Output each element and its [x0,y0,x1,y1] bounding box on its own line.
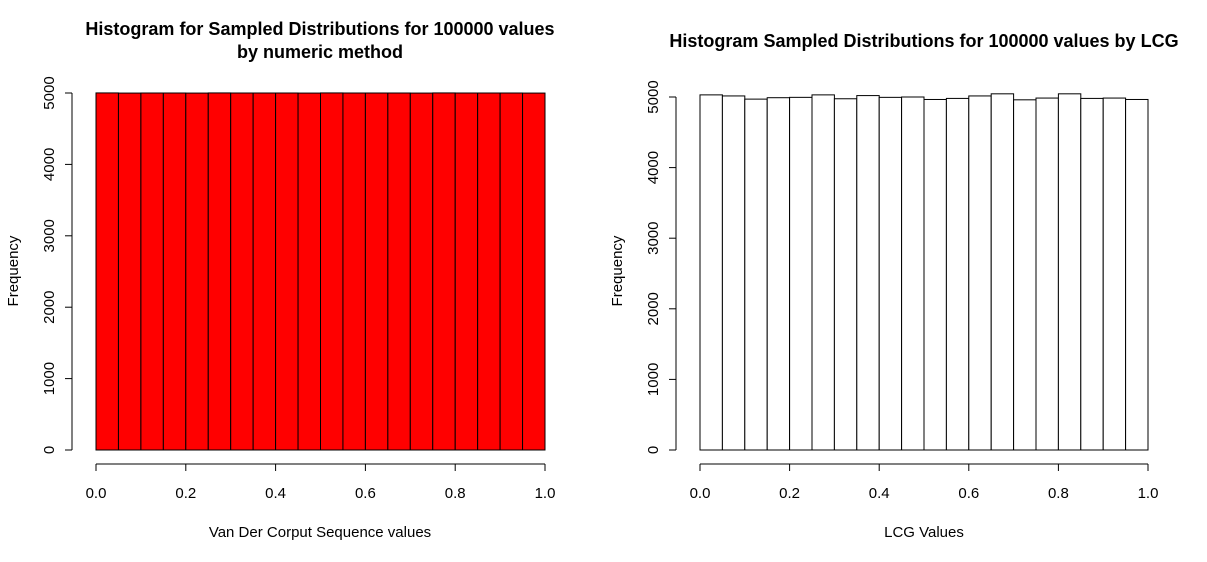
histogram-bar [95,92,119,451]
x-tick-label: 0.2 [779,485,800,502]
x-tick-label: 0.6 [958,485,979,502]
chart-right-x-axis-label: LCG Values [884,524,964,541]
histogram-bar [1057,93,1082,451]
histogram-bar [923,98,947,451]
y-tick-label: 5000 [41,76,58,109]
histogram-bar [499,92,524,451]
histogram-bar [140,92,164,451]
histogram-bar [833,98,858,451]
histogram-bar [744,98,768,451]
histogram-bar [766,97,791,451]
histogram-bar [342,92,366,451]
x-tick-label: 1.0 [535,485,556,502]
chart-right-bars [699,93,1149,451]
histogram-bar [297,92,321,451]
y-tick-label: 0 [41,446,58,454]
chart-right-y-axis: 0 1000 2000 3000 4000 5000 [645,80,677,454]
histogram-bar [1080,97,1104,451]
chart-left-x-axis: 0.0 0.2 0.4 0.6 0.8 1.0 [86,463,556,502]
chart-left: Histogram for Sampled Distributions for … [5,19,555,541]
histogram-bar [364,92,389,451]
histogram-bar [1035,97,1059,451]
histogram-bar [1013,99,1037,451]
chart-left-x-axis-label: Van Der Corput Sequence values [209,524,431,541]
x-tick-label: 0.6 [355,485,376,502]
histogram-bar [252,92,277,451]
histogram-bar [990,93,1015,451]
histogram-bar [1125,98,1149,451]
chart-right: Histogram Sampled Distributions for 1000… [609,31,1179,541]
histogram-bar [522,92,546,451]
chart-right-x-axis: 0.0 0.2 0.4 0.6 0.8 1.0 [690,463,1159,502]
x-tick-label: 0.0 [86,485,107,502]
x-tick-label: 0.2 [175,485,196,502]
histogram-bar [387,92,411,451]
chart-left-title-line-1: Histogram for Sampled Distributions for … [85,19,554,39]
y-tick-label: 4000 [41,148,58,181]
y-tick-label: 1000 [41,362,58,395]
histogram-bar [811,94,835,451]
y-tick-label: 4000 [645,151,662,184]
y-tick-label: 5000 [645,80,662,113]
histogram-bar [699,94,723,451]
histogram-bar [1102,97,1127,451]
x-tick-label: 0.0 [690,485,711,502]
chart-right-title: Histogram Sampled Distributions for 1000… [669,31,1178,51]
x-tick-label: 0.4 [869,485,890,502]
histogram-bar [230,92,254,451]
histogram-bar [185,92,209,451]
histogram-bar [454,92,479,451]
histogram-bar [320,92,344,451]
histogram-bar [275,92,299,451]
histogram-bar [477,92,501,451]
histogram-bar [878,96,903,451]
x-tick-label: 1.0 [1138,485,1159,502]
histogram-bar [409,92,434,451]
y-tick-label: 3000 [645,222,662,255]
y-tick-label: 1000 [645,363,662,396]
histogram-bar [207,92,232,451]
histogram-bar [432,92,456,451]
chart-left-bars [95,92,546,451]
y-tick-label: 2000 [645,292,662,325]
histogram-bar [901,96,925,451]
x-tick-label: 0.8 [1048,485,1069,502]
y-tick-label: 2000 [41,291,58,324]
x-tick-label: 0.8 [445,485,466,502]
histogram-bar [789,96,813,451]
histogram-bar [162,92,187,451]
y-tick-label: 3000 [41,219,58,252]
chart-right-y-axis-label: Frequency [609,235,626,306]
histogram-bar [968,95,992,451]
histogram-bar [117,92,142,451]
chart-left-y-axis-label: Frequency [5,235,22,306]
chart-left-y-axis: 0 1000 2000 3000 4000 5000 [41,76,73,454]
histogram-bar [856,95,880,451]
x-tick-label: 0.4 [265,485,286,502]
histogram-bar [721,95,746,451]
chart-left-title-line-2: by numeric method [237,42,403,62]
y-tick-label: 0 [645,446,662,454]
histogram-bar [945,97,970,451]
